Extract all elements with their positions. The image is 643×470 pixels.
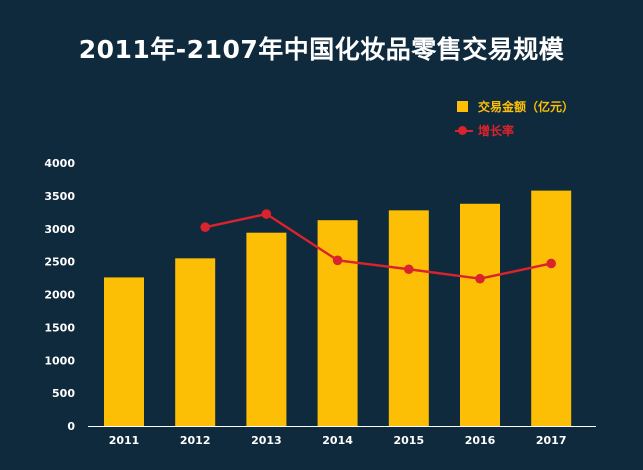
bar-2014 <box>317 220 358 426</box>
y-tick-label: 500 <box>52 387 75 400</box>
y-tick-label: 1500 <box>44 321 75 334</box>
bar-2015 <box>388 210 429 426</box>
growth-point <box>475 273 485 284</box>
growth-point <box>261 209 272 219</box>
y-tick-label: 1000 <box>44 354 75 367</box>
y-tick-label: 2000 <box>44 289 75 302</box>
x-tick-label: 2017 <box>536 434 567 447</box>
growth-point <box>404 264 414 275</box>
x-tick-label: 2014 <box>322 434 353 447</box>
y-tick-label: 2500 <box>44 256 75 269</box>
legend: 交易金额（亿元） 增长率 <box>455 96 574 144</box>
growth-point <box>546 258 556 269</box>
legend-line-swatch-icon <box>455 125 473 136</box>
bar-2011 <box>104 277 144 426</box>
legend-label-amount: 交易金额（亿元） <box>478 99 575 114</box>
growth-line <box>204 212 552 280</box>
growth-point <box>332 255 343 266</box>
legend-item-growth: 增长率 <box>455 120 574 140</box>
y-tick-label: 3000 <box>44 223 75 236</box>
x-tick-label: 2015 <box>393 434 424 447</box>
x-tick-label: 2013 <box>251 434 282 447</box>
legend-label-growth: 增长率 <box>478 123 515 138</box>
legend-item-amount: 交易金额（亿元） <box>455 96 574 116</box>
legend-bar-swatch-icon <box>457 100 468 112</box>
x-tick-label: 2012 <box>180 434 211 447</box>
x-tick-label: 2011 <box>109 434 140 447</box>
x-tick-label: 2016 <box>465 434 496 447</box>
bar-2017 <box>531 190 572 426</box>
growth-point <box>200 222 210 232</box>
y-tick-label: 4000 <box>44 157 75 170</box>
y-tick-label: 0 <box>67 420 75 433</box>
chart-title: 2011年-2107年中国化妆品零售交易规模 <box>78 35 565 64</box>
bar-2012 <box>175 258 216 426</box>
bar-2016 <box>460 203 500 426</box>
y-tick-label: 3500 <box>44 190 75 203</box>
bar-2013 <box>246 232 287 426</box>
